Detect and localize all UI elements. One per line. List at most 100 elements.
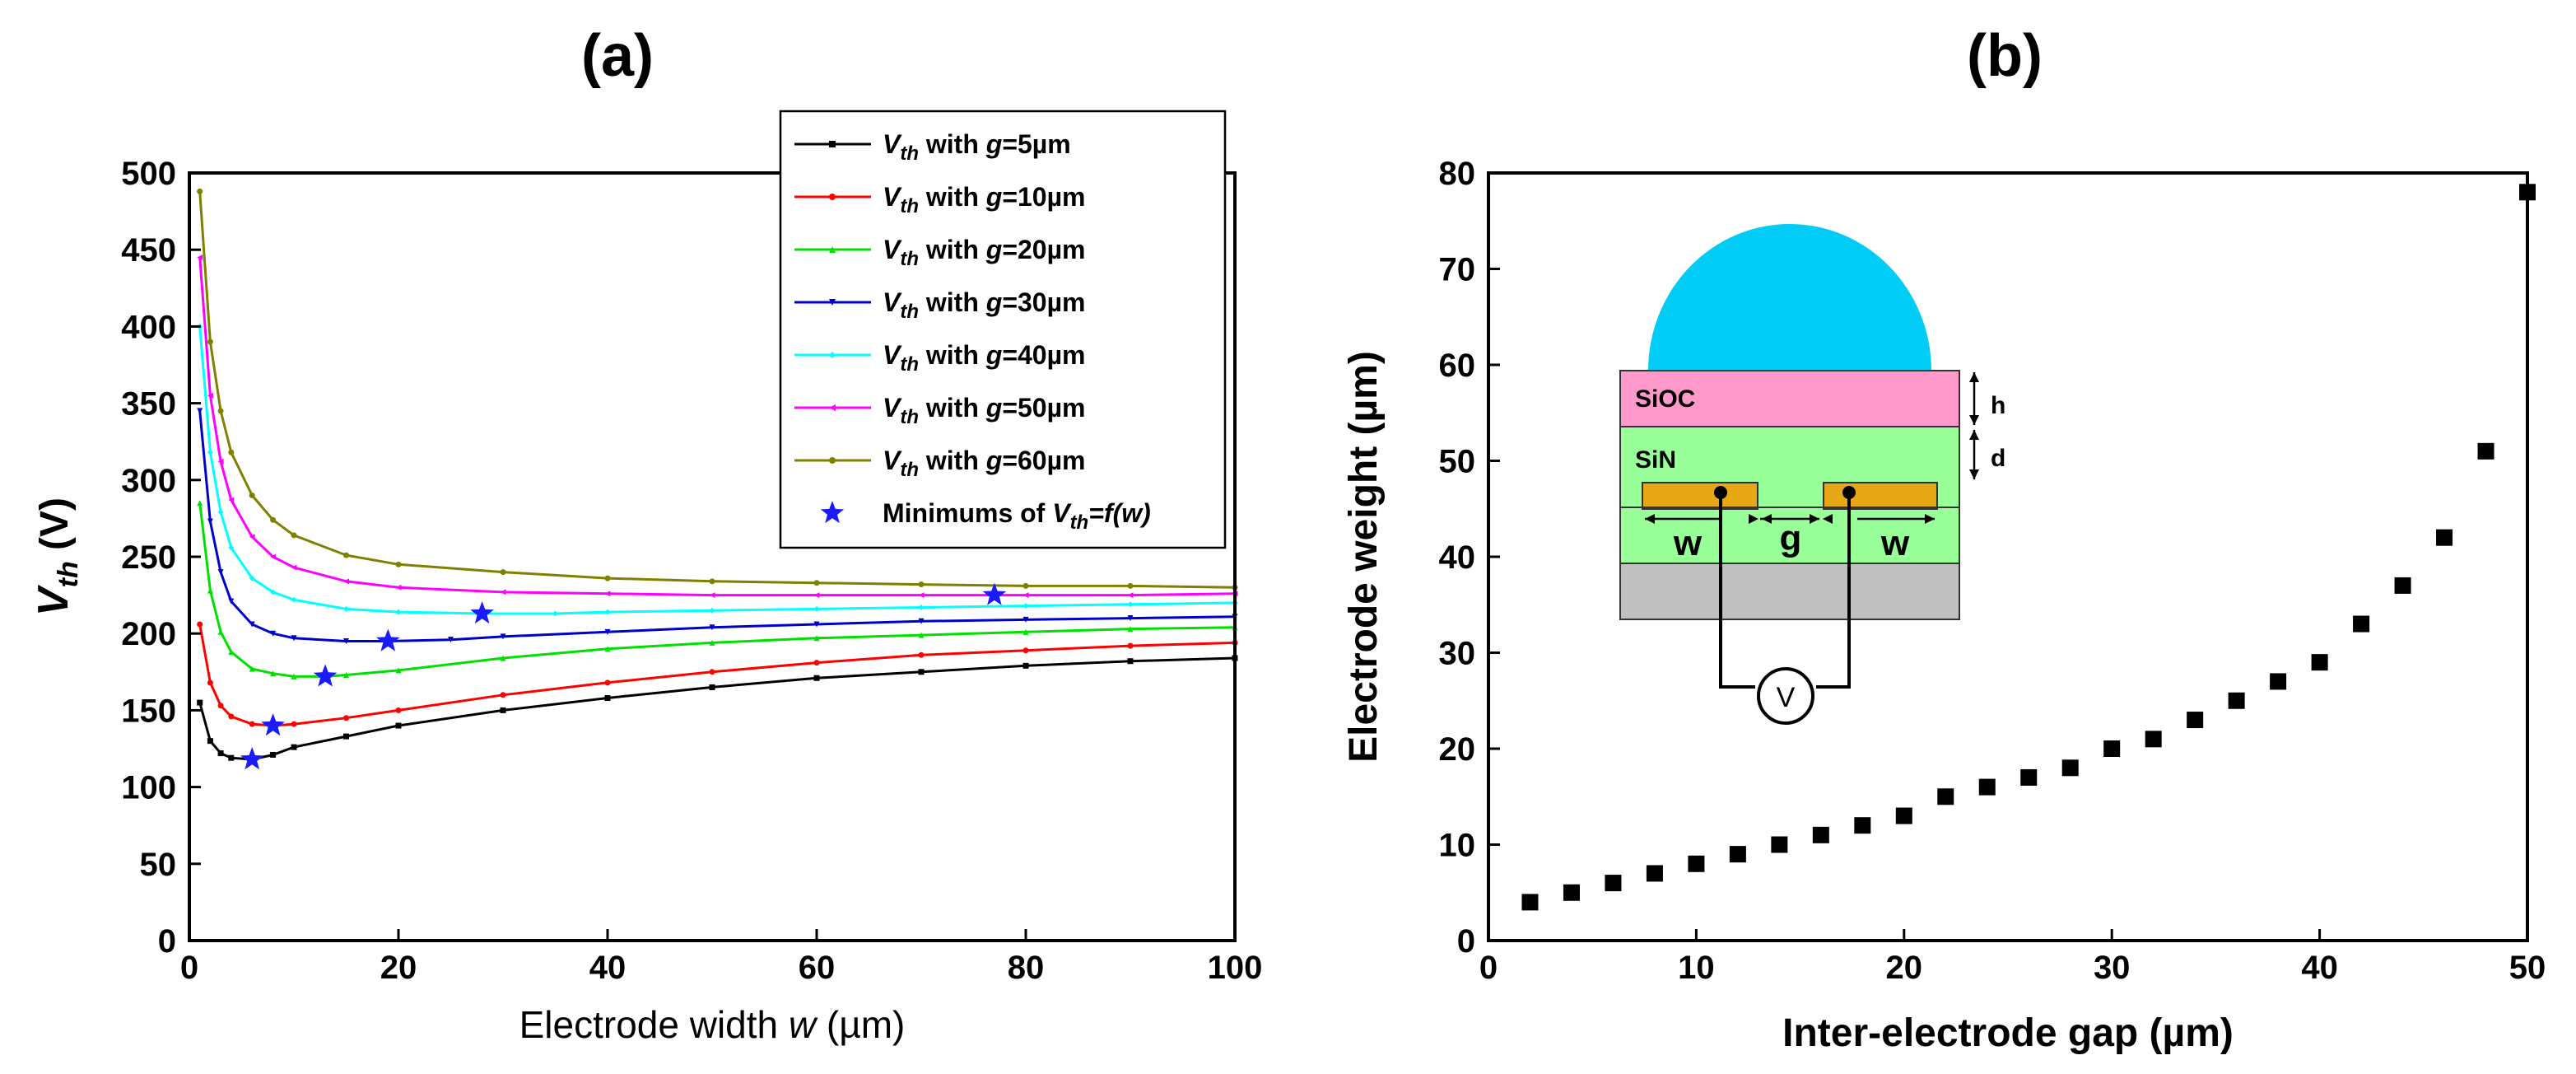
minimums-series bbox=[240, 582, 1007, 770]
data-point bbox=[228, 497, 235, 503]
data-point bbox=[217, 509, 224, 516]
contact-left bbox=[1714, 486, 1727, 499]
arrow-head bbox=[1969, 469, 1979, 479]
d-label: d bbox=[1991, 445, 2005, 472]
data-point bbox=[217, 750, 224, 757]
sioc-label: SiOC bbox=[1635, 385, 1695, 413]
series-line bbox=[198, 326, 1236, 615]
legend-entry-5µm: Vth with g=5µm bbox=[794, 129, 1071, 165]
g-label: g bbox=[1780, 518, 1802, 558]
data-point bbox=[249, 721, 255, 727]
data-point bbox=[604, 609, 611, 615]
legend-box bbox=[779, 110, 1227, 549]
legend-label: Vth with g=60µm bbox=[883, 446, 1085, 481]
scatter-point bbox=[2436, 529, 2453, 546]
panel-b-marks bbox=[1521, 184, 2536, 911]
data-point bbox=[1127, 642, 1134, 649]
data-point bbox=[395, 722, 402, 729]
x-tick-label: 20 bbox=[380, 950, 417, 986]
x-tick-label: 10 bbox=[1678, 950, 1715, 986]
data-point bbox=[343, 733, 349, 740]
w-left-label: w bbox=[1673, 523, 1703, 563]
data-point bbox=[343, 605, 349, 612]
data-point bbox=[197, 500, 203, 507]
data-point bbox=[1022, 647, 1029, 654]
scatter-point bbox=[2270, 673, 2287, 690]
data-point bbox=[207, 587, 213, 594]
substrate-layer bbox=[1619, 563, 1960, 620]
scatter-point bbox=[2353, 615, 2370, 633]
panel-a-legend: Vth with g=5µm Vth with g=10µm Vth with g=… bbox=[779, 110, 1227, 549]
data-point bbox=[270, 630, 277, 637]
data-point bbox=[291, 532, 297, 539]
arrow-head bbox=[1969, 372, 1979, 382]
data-point bbox=[228, 449, 235, 455]
data-point bbox=[1022, 616, 1029, 623]
panel-b-ticks: 0 10 20 30 40 50 0 10 20 30 40 50 60 70 80 bbox=[1439, 156, 2546, 986]
legend-label: Vth with g=30µm bbox=[883, 287, 1085, 323]
data-point bbox=[918, 592, 925, 599]
x-tick-label: 30 bbox=[2094, 950, 2131, 986]
y-tick-label: 250 bbox=[121, 539, 176, 576]
data-point bbox=[217, 703, 224, 709]
data-point bbox=[604, 591, 611, 597]
data-point bbox=[249, 621, 255, 628]
data-point bbox=[228, 754, 235, 761]
data-point bbox=[207, 339, 213, 345]
data-point bbox=[604, 575, 611, 581]
data-point bbox=[207, 392, 213, 399]
electrode-left bbox=[1642, 482, 1758, 510]
data-point bbox=[813, 660, 820, 666]
legend-entry-60µm: Vth with g=60µm bbox=[794, 446, 1085, 481]
data-point bbox=[813, 621, 820, 628]
data-point bbox=[500, 692, 506, 698]
data-point bbox=[918, 651, 925, 658]
legend-entry-40µm: Vth with g=40µm bbox=[794, 340, 1085, 376]
y-tick-label: 450 bbox=[121, 232, 176, 268]
legend-label: Vth with g=20µm bbox=[883, 235, 1085, 270]
circuit-wires bbox=[1719, 493, 1851, 725]
inset-diagram: SiOC SiN h bbox=[1619, 224, 2005, 725]
data-point bbox=[197, 621, 203, 628]
scatter-point bbox=[1688, 855, 1705, 872]
y-tick-label: 300 bbox=[121, 463, 176, 499]
data-point bbox=[343, 672, 349, 679]
data-point bbox=[270, 670, 277, 677]
panel-a-y-axis-title: Vth (V) bbox=[30, 497, 84, 616]
x-tick-label: 50 bbox=[2509, 950, 2546, 986]
data-point bbox=[604, 694, 611, 701]
arrow-head bbox=[1823, 514, 1833, 524]
scatter-point bbox=[2394, 577, 2411, 594]
scatter-point bbox=[2187, 712, 2204, 729]
data-point bbox=[395, 609, 402, 615]
data-point bbox=[291, 673, 297, 679]
data-point bbox=[270, 751, 277, 758]
panel-b-label: (b) bbox=[1967, 23, 2043, 89]
scatter-point bbox=[1978, 778, 1996, 796]
scatter-point bbox=[2020, 768, 2038, 786]
legend-marker bbox=[820, 501, 845, 524]
data-point bbox=[228, 713, 235, 720]
data-point bbox=[918, 581, 925, 588]
data-point bbox=[343, 715, 349, 721]
data-point bbox=[709, 639, 715, 646]
data-point bbox=[1022, 603, 1029, 609]
y-tick-label: 80 bbox=[1439, 156, 1476, 192]
y-tick-label: 0 bbox=[158, 923, 176, 960]
scatter-point bbox=[1895, 807, 1912, 824]
data-point bbox=[500, 707, 506, 713]
panel-b: (b) 0 10 20 30 40 50 0 10 20 30 40 50 60 70 80 Inter-e… bbox=[1342, 23, 2546, 1055]
data-point bbox=[197, 188, 203, 194]
voltmeter bbox=[1757, 667, 1814, 725]
data-point bbox=[228, 649, 235, 656]
minimum-star bbox=[376, 628, 400, 651]
x-tick-label: 100 bbox=[1208, 950, 1263, 986]
data-point bbox=[291, 744, 297, 750]
arrow-head bbox=[1645, 514, 1655, 524]
scatter-point bbox=[2477, 442, 2494, 460]
data-point bbox=[228, 544, 235, 551]
data-point bbox=[813, 635, 820, 642]
data-point bbox=[270, 589, 277, 595]
legend-label: Vth with g=10µm bbox=[883, 182, 1085, 217]
legend-label: Vth with g=5µm bbox=[883, 129, 1071, 165]
